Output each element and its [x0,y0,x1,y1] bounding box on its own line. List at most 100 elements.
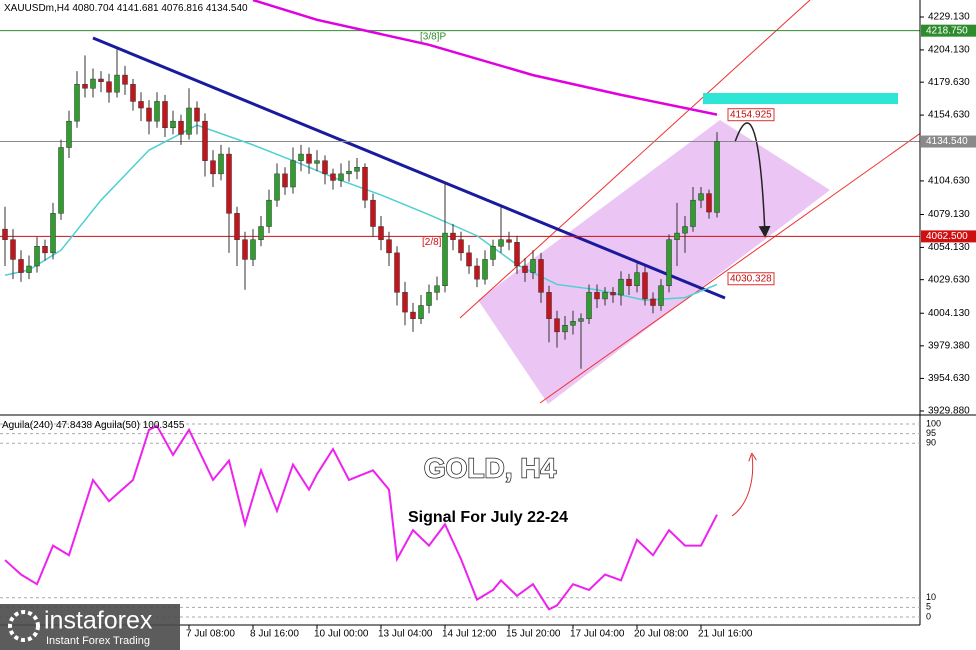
candle-body [58,147,64,214]
candle-body [314,160,320,164]
tagline: Instant Forex Trading [46,635,150,647]
candle-body [434,285,440,293]
level-tag: [3/8]P [420,31,446,42]
candle-body [554,318,560,333]
candle-body [242,239,248,260]
candle-body [706,193,712,213]
y-tick-label: 4029.630 [928,274,970,285]
candle-body [178,120,184,135]
candle-body [666,239,672,287]
x-tick-label: 17 Jul 04:00 [570,629,625,640]
candle-body [490,246,496,260]
x-tick-label: 15 Jul 20:00 [506,629,561,640]
candle-body [418,305,424,319]
logo: instaforex Instant Forex Trading [0,604,180,650]
candle-body [562,325,568,333]
indicator-tick-label: 90 [926,438,936,448]
candle-body [402,292,408,313]
y-tick-label: 3929.880 [928,406,970,417]
candle-body [170,120,176,129]
candle-body [386,239,392,254]
x-tick-label: 13 Jul 04:00 [378,629,433,640]
indicator-tick-label: 0 [926,611,931,621]
candle-body [530,259,536,273]
candle-body [98,78,104,82]
candle-body [538,259,544,293]
candle-body [618,278,624,296]
candle-body [586,292,592,319]
legend-value: 100.3455 [143,420,185,431]
y-tick-label: 4204.130 [928,45,970,56]
indicator-line [4,424,718,611]
candle-body [354,167,360,172]
candle-body [146,107,152,122]
x-tick-label: 8 Jul 16:00 [250,629,299,640]
candle-body [210,160,216,175]
candle-body [290,160,296,188]
y-tick-label: 4079.130 [928,209,970,220]
candle-body [162,101,168,129]
candle-body [26,265,32,273]
price-panel: [3/8]P [2/8] 4154.925 4030.328 [0,0,920,369]
candle-body [674,232,680,240]
candle-body [234,213,240,240]
candle-body [634,272,640,287]
y-tick-label: 4229.130 [928,12,970,23]
candle-body [306,153,312,164]
indicator-tick-label: 100 [926,418,941,428]
candle-body [522,265,528,273]
y-tick-label: 4104.630 [928,176,970,187]
y-tick-label: 3979.380 [928,340,970,351]
candle-body [362,167,368,201]
candle-body [442,232,448,287]
candle-body [346,170,352,175]
callout-label: 4030.328 [730,273,772,284]
subtitle: Signal For July 22-24 [408,509,568,526]
candle-body [370,199,376,227]
y-tick-label: 4179.630 [928,77,970,88]
candle-body [466,252,472,267]
candle-body [82,84,88,89]
candle-body [322,160,328,175]
candle-body [298,153,304,161]
level-tag-bg [921,135,976,148]
candle-body [114,74,120,93]
candle-body [194,107,200,122]
candle-body [66,120,72,148]
symbol: XAUUSDm,H4 [4,3,70,14]
low: 4076.816 [161,3,203,14]
candle-body [274,173,280,201]
candle-body [594,292,600,300]
channel-fill [478,120,830,404]
x-tick-label: 20 Jul 08:00 [634,629,689,640]
candle-body [330,173,336,181]
channel-lower [539,132,920,404]
candle-body [90,78,96,89]
candle-body [642,272,648,300]
forecast-arrow [734,122,771,238]
candle-body [138,101,144,109]
candle-body [154,101,160,122]
header: XAUUSDm,H4 4080.704 4141.681 4076.816 41… [4,3,248,14]
candle-body [426,292,432,306]
annotations [92,0,920,404]
candle-body [106,81,112,93]
candle-body [626,278,632,287]
x-tick-label: 21 Jul 16:00 [698,629,753,640]
candle-body [42,246,48,254]
candle-body [10,239,16,260]
level-tag-bg [921,24,976,37]
candle-body [122,74,128,85]
candle-body [682,226,688,234]
candle-body [650,298,656,306]
candle-body [130,84,136,102]
candle-body [578,318,584,322]
legend-value: 47.8438 [56,420,93,431]
candle-body [546,292,552,319]
trend-line [92,36,726,300]
level-tag-bg [921,230,976,243]
candle-body [610,292,616,296]
moving-average [252,0,718,116]
indicator-tick-label: 10 [926,592,936,602]
